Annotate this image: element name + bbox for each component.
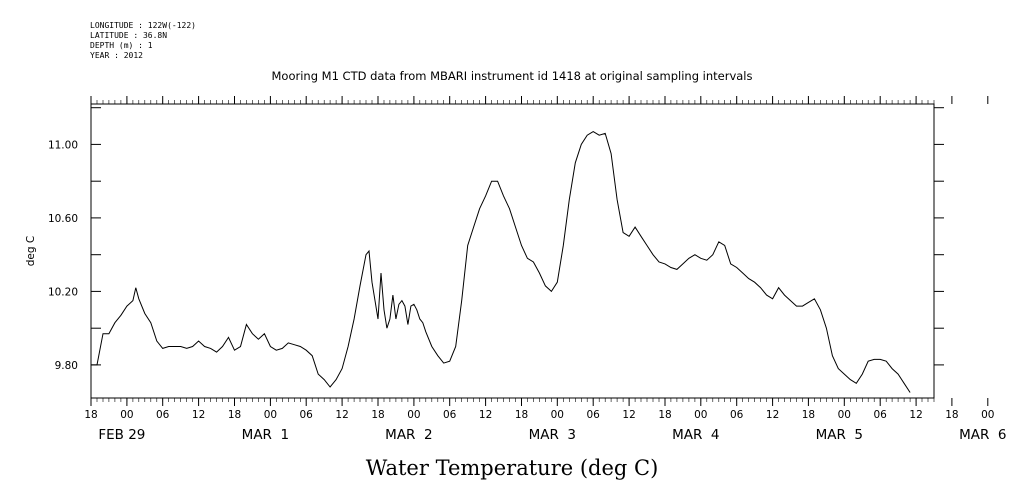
y-tick-label: 9.80	[55, 360, 78, 372]
chart-bottom-title: Water Temperature (deg C)	[366, 456, 659, 480]
x-hour-label: 12	[479, 409, 492, 421]
x-hour-label: 06	[156, 409, 170, 421]
x-axis: 18 00 06 12 18 00 06 12 18 00 06 12 18 00 06 12 18 00 06 12…	[84, 96, 1007, 443]
plot-frame	[90, 103, 935, 399]
y-tick-label: 11.00	[48, 139, 78, 151]
x-hour-label: 12	[192, 409, 205, 421]
x-hour-label: 06	[587, 409, 601, 421]
x-hour-label: 00	[838, 409, 851, 421]
x-day-label: MAR 4	[672, 427, 719, 443]
y-axis-label: deg C	[25, 236, 37, 266]
x-hour-label: 00	[981, 409, 994, 421]
minor-ticks	[90, 100, 935, 402]
y-axis: 9.80 10.20 10.60 11.00	[48, 107, 944, 372]
x-hour-label: 06	[443, 409, 457, 421]
x-hour-label: 06	[874, 409, 888, 421]
x-day-label: FEB 29	[98, 427, 145, 443]
meta-line: LONGITUDE : 122W(-122)	[90, 21, 196, 30]
x-day-label: MAR 3	[529, 427, 576, 443]
x-hour-label: 00	[551, 409, 564, 421]
x-hour-label: 18	[945, 409, 958, 421]
x-hour-label: 18	[658, 409, 671, 421]
x-hour-label: 18	[802, 409, 815, 421]
x-hour-label: 00	[694, 409, 707, 421]
temperature-series-line	[91, 131, 911, 393]
x-day-label: MAR 2	[385, 427, 432, 443]
chart-title: Mooring M1 CTD data from MBARI instrumen…	[272, 69, 753, 83]
x-hour-label: 06	[300, 409, 314, 421]
meta-line: YEAR : 2012	[90, 51, 143, 60]
meta-line: DEPTH (m) : 1	[90, 41, 153, 50]
y-tick-label: 10.20	[48, 286, 78, 298]
x-hour-label: 12	[766, 409, 779, 421]
x-hour-label: 18	[84, 409, 97, 421]
x-hour-label: 00	[120, 409, 133, 421]
x-hour-label: 00	[264, 409, 277, 421]
x-hour-label: 12	[909, 409, 922, 421]
x-day-label: MAR 1	[242, 427, 289, 443]
y-tick-label: 10.60	[48, 213, 78, 225]
x-hour-label: 12	[622, 409, 635, 421]
x-hour-label: 18	[371, 409, 384, 421]
x-hour-label: 18	[515, 409, 528, 421]
x-hour-label: 00	[407, 409, 420, 421]
metadata-block: LONGITUDE : 122W(-122) LATITUDE : 36.8N …	[90, 21, 196, 61]
x-day-label: MAR 5	[816, 427, 863, 443]
x-hour-label: 12	[335, 409, 348, 421]
x-hour-label: 06	[730, 409, 744, 421]
x-hour-label: 18	[228, 409, 241, 421]
x-day-label: MAR 6	[959, 427, 1006, 443]
meta-line: LATITUDE : 36.8N	[90, 31, 168, 40]
